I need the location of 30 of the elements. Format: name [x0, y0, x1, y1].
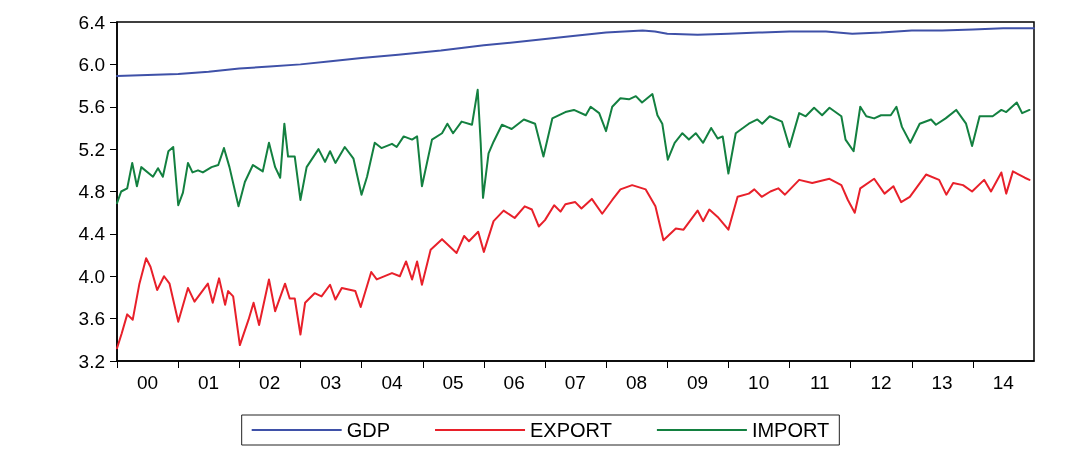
x-tick-label: 02 [259, 372, 281, 393]
x-tick-label: 00 [136, 372, 159, 393]
x-tick-label: 11 [809, 372, 830, 393]
x-tick-label: 12 [870, 372, 892, 393]
x-tick-label: 06 [503, 372, 525, 393]
y-tick-label: 4.4 [78, 223, 106, 245]
x-tick-label: 08 [625, 372, 648, 393]
x-tick-label: 03 [320, 372, 342, 393]
y-tick-label: 5.2 [78, 138, 105, 160]
y-tick-label: 4.8 [78, 181, 105, 202]
y-tick-label: 3.6 [78, 308, 105, 330]
x-tick-label: 09 [687, 372, 709, 393]
legend-label: EXPORT [530, 419, 612, 441]
y-tick-label: 6.4 [78, 11, 106, 33]
y-tick-label: 4.0 [78, 265, 105, 287]
x-tick-label: 01 [197, 372, 220, 393]
x-tick-label: 10 [748, 372, 770, 393]
legend-label: IMPORT [751, 419, 830, 441]
y-tick-label: 5.6 [78, 96, 105, 118]
line-series [116, 170, 1031, 350]
x-tick-label: 14 [992, 372, 1015, 393]
x-tick-label: 04 [381, 372, 403, 393]
line-series [116, 27, 1035, 78]
y-tick-label: 3.2 [78, 350, 105, 372]
x-tick-label: 13 [931, 372, 953, 393]
y-tick-label: 6.0 [78, 53, 105, 75]
line-series [116, 88, 1031, 208]
legend-label: GDP [346, 419, 391, 441]
x-tick-label: 05 [442, 372, 464, 393]
x-tick-label: 07 [564, 372, 586, 393]
